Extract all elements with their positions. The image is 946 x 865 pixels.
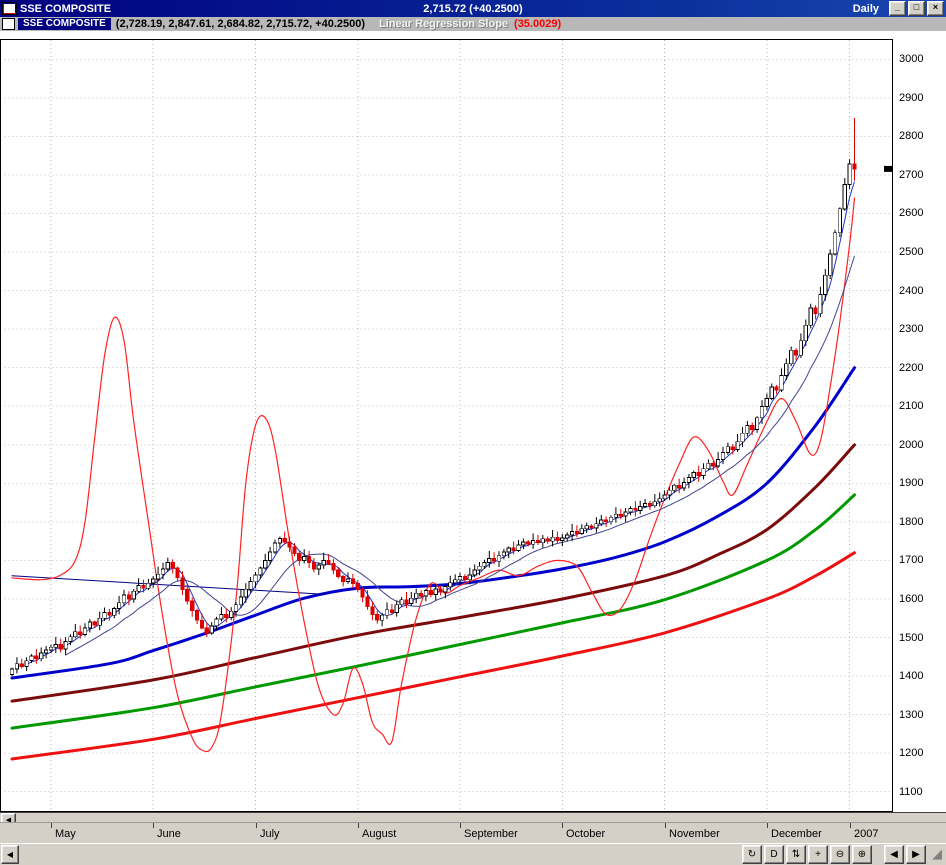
ma-12-line: [65, 255, 855, 656]
price-tick-label: 2800: [899, 130, 924, 142]
legend-bar: SSE COMPOSITE (2,728.19, 2,847.61, 2,684…: [0, 17, 946, 31]
price-tick-label: 1400: [899, 670, 924, 682]
price-tick-label: 1600: [899, 593, 924, 605]
date-tick: [665, 823, 666, 828]
price-tick-label: 2500: [899, 246, 924, 258]
price-tick-label: 2000: [899, 439, 924, 451]
ohlc-readout: (2,728.19, 2,847.61, 2,684.82, 2,715.72,…: [115, 18, 366, 30]
price-tick-label: 1700: [899, 554, 924, 566]
restore-button[interactable]: □: [908, 1, 925, 16]
fit-vertical-button[interactable]: ⇅: [786, 845, 806, 864]
titlebar-quote: 2,715.72 (+40.2500): [423, 2, 523, 15]
date-tick: [562, 823, 563, 828]
price-tick-label: 1800: [899, 516, 924, 528]
period-daily-button[interactable]: D: [764, 845, 784, 864]
date-tick: [767, 823, 768, 828]
date-tick: [460, 823, 461, 828]
date-tick: [153, 823, 154, 828]
horizontal-scrollbar[interactable]: [0, 812, 946, 823]
price-tick-label: 2900: [899, 92, 924, 104]
page-left-button[interactable]: ◀: [884, 845, 904, 864]
page-right-button[interactable]: ▶: [906, 845, 926, 864]
bottom-toolbar: [0, 843, 946, 865]
date-label: September: [464, 828, 518, 840]
price-axis: 3000 2900 2800 2700 2600 2500 2400 2300 2200 2100…: [893, 31, 946, 812]
minimize-button[interactable]: _: [889, 1, 906, 16]
price-tick-label: 1300: [899, 709, 924, 721]
price-tick-label: 2600: [899, 207, 924, 219]
price-tick-label: 2200: [899, 362, 924, 374]
last-price-marker: [884, 165, 892, 172]
refresh-button[interactable]: ↻: [742, 845, 762, 864]
indicator-value: (35.0029): [514, 18, 562, 30]
date-label: November: [669, 828, 720, 840]
price-tick-label: 1200: [899, 747, 924, 759]
crosshair-button[interactable]: +: [808, 845, 828, 864]
date-label: August: [362, 828, 397, 840]
price-tick-label: 3000: [899, 53, 924, 65]
date-label: July: [260, 828, 280, 840]
price-tick-label: 1500: [899, 632, 924, 644]
date-label: June: [157, 828, 181, 840]
date-tick: [850, 823, 851, 828]
ma-slower-green-line: [10, 493, 856, 730]
ma-medium-blue-line: [10, 366, 856, 680]
price-tick-label: 2100: [899, 400, 924, 412]
price-tick-label: 2700: [899, 169, 924, 181]
title-bar[interactable]: SSE COMPOSITE 2,715.72 (+40.2500) Daily …: [0, 0, 946, 17]
hscroll-left-button[interactable]: ◀: [1, 845, 19, 864]
zoom-out-button[interactable]: ⊖: [830, 845, 850, 864]
zoom-in-button[interactable]: ⊕: [852, 845, 872, 864]
linear-regression-slope-line: [11, 197, 856, 753]
symbol-chip[interactable]: SSE COMPOSITE: [18, 18, 111, 30]
date-label: October: [566, 828, 606, 840]
price-tick-label: 2300: [899, 323, 924, 335]
date-label: May: [55, 828, 76, 840]
window-icon[interactable]: [2, 2, 17, 15]
resize-grip[interactable]: ◢: [932, 846, 942, 861]
price-tick-label: 2400: [899, 285, 924, 297]
date-tick: [256, 823, 257, 828]
ma-slow-maroon-line: [10, 443, 856, 703]
period-label: Daily: [852, 2, 879, 15]
date-axis: May June July August September October Novembe…: [0, 822, 946, 844]
chart-plot[interactable]: [0, 31, 893, 812]
legend-icon: [2, 18, 15, 30]
close-button[interactable]: ×: [927, 1, 944, 16]
indicator-label[interactable]: Linear Regression Slope: [379, 18, 509, 30]
date-label: 2007: [854, 828, 879, 840]
price-tick-label: 1100: [899, 786, 923, 798]
date-tick: [51, 823, 52, 828]
window-title: SSE COMPOSITE: [20, 2, 112, 15]
date-tick: [358, 823, 359, 828]
chart-area: 3000 2900 2800 2700 2600 2500 2400 2300 2200 2100…: [0, 31, 946, 812]
trendline-line: [11, 575, 325, 595]
date-label: December: [771, 828, 822, 840]
price-tick-label: 1900: [899, 477, 924, 489]
